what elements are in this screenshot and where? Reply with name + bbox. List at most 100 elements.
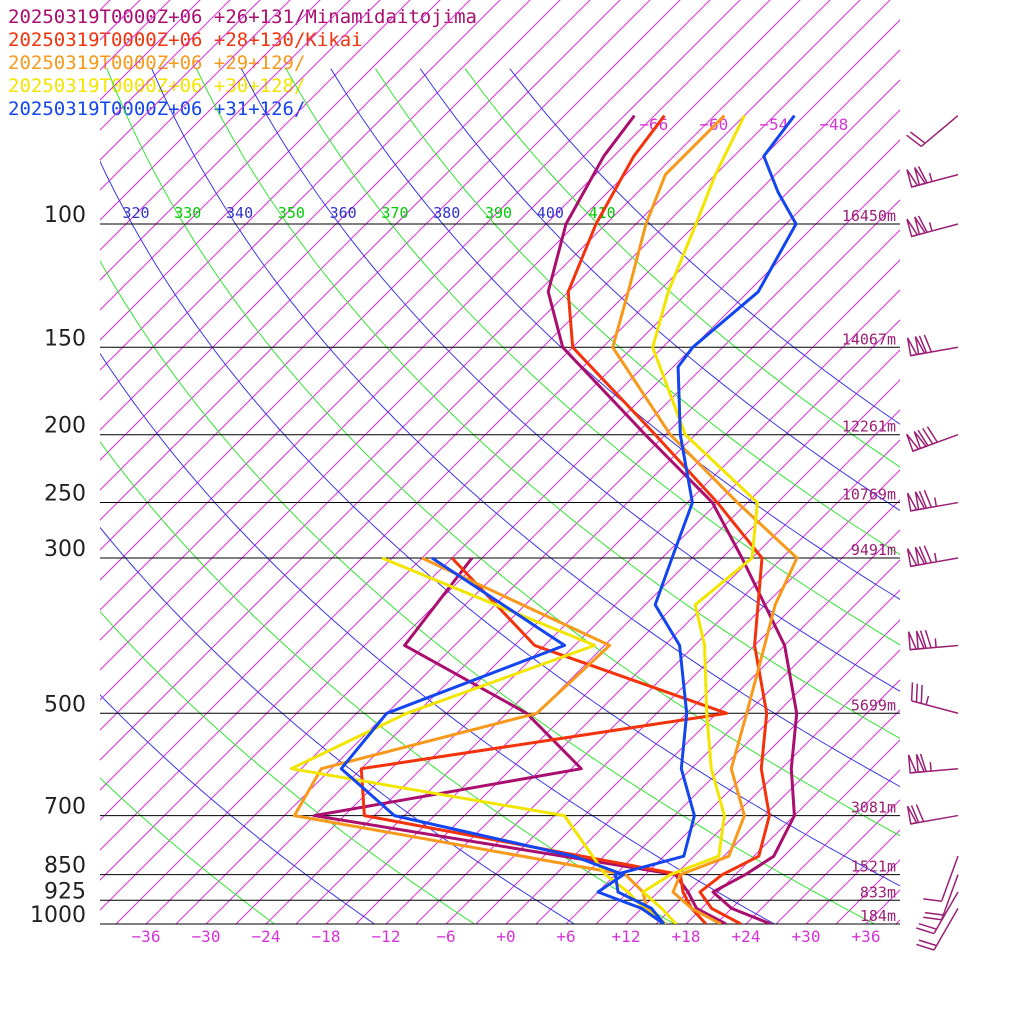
barb-full xyxy=(919,753,927,772)
pressure-label: 1000 xyxy=(30,903,86,928)
wind-barb xyxy=(906,215,959,238)
isotherm-line xyxy=(415,439,900,924)
adiabat-grid xyxy=(100,68,900,924)
wind-barb xyxy=(907,629,959,651)
barb-half xyxy=(925,695,930,705)
adiabat-line xyxy=(106,68,900,837)
barb-full xyxy=(918,546,928,564)
isotherm-line xyxy=(100,0,531,431)
series-dewpoint-line xyxy=(292,556,667,924)
wind-barb xyxy=(906,114,959,148)
barb-full xyxy=(915,804,925,822)
barb-flag xyxy=(914,336,926,356)
isotherm-line xyxy=(100,0,381,281)
theta-label: 390 xyxy=(485,204,512,222)
barb-flag xyxy=(914,491,926,511)
height-label: 14067m xyxy=(842,330,896,348)
theta-label: 400 xyxy=(537,204,564,222)
isotherm-line xyxy=(865,889,900,924)
isotherm-line xyxy=(100,0,561,461)
adiabat-line xyxy=(285,68,900,646)
isotherm-line xyxy=(445,469,900,924)
isotherm-line xyxy=(100,0,351,251)
isotherm-line xyxy=(100,0,621,521)
barb-full xyxy=(923,545,933,563)
height-label: 184m xyxy=(860,907,896,925)
theta-label: 360 xyxy=(330,204,357,222)
adiabat-line xyxy=(100,440,675,924)
upper-tick-label: −54 xyxy=(759,115,788,134)
x-tick-label: −6 xyxy=(436,927,455,946)
legend-item: 20250319T0000Z+06 +30+128/ xyxy=(8,75,306,97)
adiabat-line xyxy=(419,68,900,512)
barb-full xyxy=(924,629,932,649)
barb-flag xyxy=(906,337,918,357)
barb-full xyxy=(915,683,919,703)
theta-label: 330 xyxy=(174,204,201,222)
adiabat-line xyxy=(100,777,275,924)
barb-full xyxy=(918,335,928,354)
isotherm-line xyxy=(805,829,900,924)
isotherm-line xyxy=(100,0,681,581)
series-temperature-line xyxy=(613,114,798,924)
theta-label: 380 xyxy=(433,204,460,222)
series-temperature-line xyxy=(611,114,799,924)
isotherm-line xyxy=(355,379,900,924)
barb-full xyxy=(918,939,937,947)
pressure-levels: 100 16450m 150 14067m 200 12261m 250 10769m 300 9… xyxy=(30,203,900,928)
barb-full xyxy=(920,684,923,704)
x-tick-label: +36 xyxy=(852,927,881,946)
height-label: 833m xyxy=(860,883,896,901)
series-temperature-line xyxy=(566,114,771,924)
barb-flag xyxy=(913,431,928,450)
wind-barbs xyxy=(906,114,959,951)
barb-flag xyxy=(913,167,927,186)
wind-barb xyxy=(910,682,959,715)
height-label: 1521m xyxy=(851,858,896,876)
isotherm-line xyxy=(235,259,900,924)
isotherm-line xyxy=(565,589,900,924)
x-tick-label: +30 xyxy=(792,927,821,946)
theta-label: 320 xyxy=(122,204,149,222)
barb-half xyxy=(934,552,938,562)
sounding-series xyxy=(289,114,799,924)
barb-full xyxy=(923,916,942,921)
theta-labels: 320 330 340 350 360 370 380 390 400 410 xyxy=(122,204,615,222)
isotherm-line xyxy=(0,0,45,924)
adiabat-line xyxy=(151,68,900,788)
barb-full xyxy=(926,426,938,443)
barb-full xyxy=(917,429,929,447)
isotherm-line xyxy=(100,79,900,881)
isotherm-line xyxy=(100,0,231,131)
pressure-label: 150 xyxy=(44,326,86,351)
barb-full xyxy=(909,131,926,144)
wind-barb xyxy=(916,891,959,935)
isotherm-line xyxy=(895,919,900,924)
legend-item: 20250319T0000Z+06 +29+129/ xyxy=(8,52,306,74)
pressure-label: 200 xyxy=(44,414,86,439)
pressure-label: 100 xyxy=(44,203,86,228)
barb-full xyxy=(924,911,944,916)
pressure-label: 500 xyxy=(44,692,86,717)
barb-flag xyxy=(913,216,927,236)
barb-full xyxy=(918,922,937,930)
wind-barb xyxy=(907,753,959,774)
barb-full xyxy=(918,490,928,509)
isotherm-line xyxy=(100,0,171,71)
wind-barb xyxy=(906,166,959,188)
barb-flag xyxy=(914,546,926,566)
x-tick-label: +0 xyxy=(496,927,515,946)
isotherm-line xyxy=(100,49,900,851)
isotherm-line xyxy=(475,499,900,924)
barb-flag xyxy=(907,754,918,774)
theta-label: 350 xyxy=(278,204,305,222)
theta-label: 340 xyxy=(226,204,253,222)
isotherm-line xyxy=(926,0,1024,924)
isotherm-line xyxy=(115,139,900,924)
isotherm-line xyxy=(100,0,291,191)
barb-full xyxy=(923,898,942,903)
x-tick-label: −24 xyxy=(252,927,281,946)
x-tick-label: −30 xyxy=(192,927,221,946)
x-tick-label: −36 xyxy=(132,927,161,946)
